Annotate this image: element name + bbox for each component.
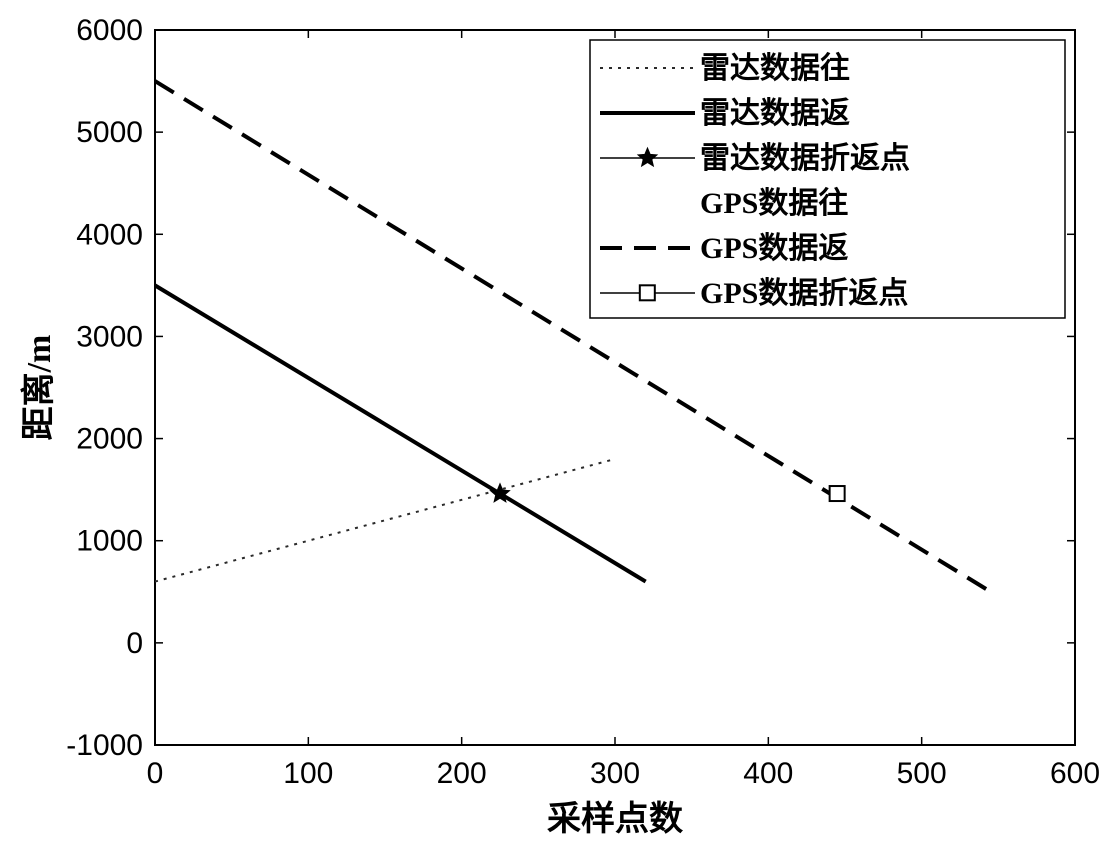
line-chart: 0100200300400500600-10000100020003000400… (0, 0, 1119, 858)
y-axis-label: 距离/m (19, 335, 58, 441)
marker-gps_turn (830, 486, 845, 501)
y-tick-label: 2000 (76, 423, 143, 456)
y-tick-label: 4000 (76, 218, 143, 251)
legend-label-gps_out: GPS数据往 (700, 187, 848, 220)
y-tick-label: -1000 (66, 729, 143, 762)
y-tick-label: 5000 (76, 116, 143, 149)
legend-label-radar_out: 雷达数据往 (700, 52, 850, 85)
x-tick-label: 500 (897, 757, 947, 790)
chart-container: 0100200300400500600-10000100020003000400… (0, 0, 1119, 858)
y-tick-label: 0 (126, 627, 143, 660)
legend-label-gps_return: GPS数据返 (700, 232, 848, 265)
y-tick-label: 1000 (76, 525, 143, 558)
legend: 雷达数据往雷达数据返雷达数据折返点 GPS数据往 GPS数据返 GPS数据折返点 (590, 40, 1065, 318)
x-tick-label: 200 (437, 757, 487, 790)
x-tick-label: 600 (1050, 757, 1100, 790)
x-tick-label: 300 (590, 757, 640, 790)
y-tick-label: 6000 (76, 14, 143, 47)
x-tick-label: 100 (283, 757, 333, 790)
y-tick-label: 3000 (76, 320, 143, 353)
legend-label-radar_return: 雷达数据返 (700, 97, 850, 130)
x-axis-label: 采样点数 (547, 800, 683, 838)
x-tick-label: 400 (743, 757, 793, 790)
legend-label-gps_turn: GPS数据折返点 (700, 277, 908, 310)
legend-label-radar_turn: 雷达数据折返点 (700, 142, 910, 175)
x-tick-label: 0 (147, 757, 164, 790)
